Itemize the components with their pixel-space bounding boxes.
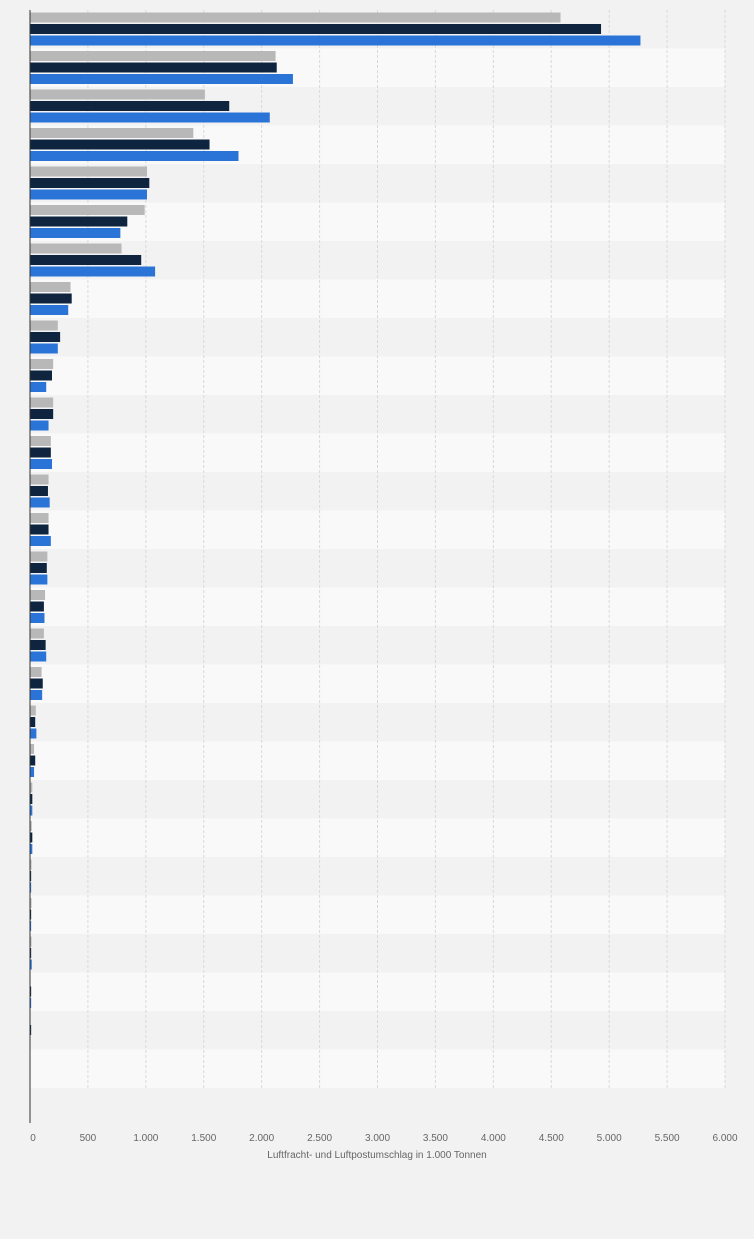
bar-series-3-row-6 xyxy=(30,228,121,238)
bar-series-1-row-25 xyxy=(30,936,32,947)
bar-series-1-row-12 xyxy=(30,436,51,446)
bar-series-1-row-19 xyxy=(30,705,36,716)
bar-series-1-row-5 xyxy=(30,166,147,177)
bar-series-2-row-23 xyxy=(30,871,32,881)
bar-series-1-row-16 xyxy=(30,590,46,600)
x-tick-label: 1.000 xyxy=(133,1133,158,1144)
x-tick-label: 2.000 xyxy=(249,1133,274,1144)
bar-series-2-row-27 xyxy=(30,1025,32,1035)
bar-series-3-row-3 xyxy=(30,112,270,123)
bar-series-3-row-26 xyxy=(30,998,32,1008)
bar-series-2-row-25 xyxy=(30,948,32,958)
bar-series-3-row-8 xyxy=(30,305,69,315)
x-tick-label: 4.500 xyxy=(539,1133,564,1144)
bar-series-3-row-21 xyxy=(30,805,33,816)
bar-series-3-row-11 xyxy=(30,420,49,431)
bar-series-1-row-18 xyxy=(30,667,42,677)
bar-series-3-row-12 xyxy=(30,459,53,469)
x-tick-label: 3.500 xyxy=(423,1133,448,1144)
bar-series-2-row-2 xyxy=(30,62,277,73)
bar-series-2-row-16 xyxy=(30,601,44,612)
bar-series-2-row-12 xyxy=(30,447,51,458)
bar-series-2-row-9 xyxy=(30,332,61,342)
bar-series-2-row-21 xyxy=(30,794,33,804)
bar-series-2-row-10 xyxy=(30,370,53,381)
bar-series-1-row-11 xyxy=(30,397,54,408)
bar-series-3-row-13 xyxy=(30,497,50,508)
bar-series-2-row-11 xyxy=(30,409,54,419)
bar-series-3-row-5 xyxy=(30,189,147,200)
bar-series-2-row-3 xyxy=(30,101,230,111)
bar-series-1-row-2 xyxy=(30,51,276,61)
bar-series-3-row-2 xyxy=(30,74,293,84)
bar-series-1-row-14 xyxy=(30,513,49,523)
x-tick-label: 5.000 xyxy=(597,1133,622,1144)
bar-series-2-row-24 xyxy=(30,909,32,920)
bar-series-2-row-18 xyxy=(30,678,43,689)
bar-series-1-row-13 xyxy=(30,474,49,485)
x-tick-label: 0 xyxy=(30,1133,36,1144)
bar-series-3-row-10 xyxy=(30,382,47,392)
bar-series-1-row-7 xyxy=(30,243,122,254)
x-tick-label: 5.500 xyxy=(655,1133,680,1144)
x-axis-title: Luftfracht- und Luftpostumschlag in 1.00… xyxy=(267,1150,486,1161)
bar-series-2-row-7 xyxy=(30,255,142,265)
bar-series-3-row-16 xyxy=(30,613,45,623)
bar-series-1-row-3 xyxy=(30,89,205,100)
bars xyxy=(30,12,641,1035)
x-tick-label: 500 xyxy=(80,1133,97,1144)
bar-series-3-row-24 xyxy=(30,921,32,931)
bar-series-2-row-14 xyxy=(30,524,49,535)
x-tick-label: 6.000 xyxy=(712,1133,737,1144)
bar-series-3-row-9 xyxy=(30,343,58,354)
x-tick-label: 4.000 xyxy=(481,1133,506,1144)
bar-series-3-row-19 xyxy=(30,728,37,739)
bar-series-3-row-7 xyxy=(30,266,156,277)
bar-series-1-row-4 xyxy=(30,128,194,138)
bar-series-3-row-15 xyxy=(30,574,48,585)
bar-series-1-row-10 xyxy=(30,359,54,369)
bar-series-2-row-5 xyxy=(30,178,150,188)
bar-series-2-row-13 xyxy=(30,486,48,496)
bar-series-3-row-18 xyxy=(30,690,43,700)
bar-series-3-row-20 xyxy=(30,767,35,777)
bar-series-3-row-17 xyxy=(30,651,47,662)
bar-series-1-row-22 xyxy=(30,821,32,831)
bar-series-1-row-20 xyxy=(30,744,35,754)
x-tick-label: 2.500 xyxy=(307,1133,332,1144)
bar-series-2-row-17 xyxy=(30,640,46,650)
bar-series-2-row-19 xyxy=(30,717,36,727)
bar-series-3-row-25 xyxy=(30,959,32,970)
bar-series-2-row-20 xyxy=(30,755,36,766)
bar-series-3-row-22 xyxy=(30,844,33,854)
bar-series-2-row-15 xyxy=(30,563,47,573)
bar-series-1-row-1 xyxy=(30,12,561,23)
bar-series-1-row-9 xyxy=(30,320,58,331)
bar-series-3-row-23 xyxy=(30,882,32,893)
bar-series-1-row-17 xyxy=(30,628,44,639)
bar-series-3-row-1 xyxy=(30,35,641,46)
bar-series-2-row-1 xyxy=(30,24,602,34)
bar-series-1-row-6 xyxy=(30,205,145,215)
x-tick-label: 3.000 xyxy=(365,1133,390,1144)
bar-series-1-row-21 xyxy=(30,782,33,793)
bar-series-2-row-4 xyxy=(30,139,210,150)
bar-series-1-row-23 xyxy=(30,859,32,870)
bar-series-2-row-6 xyxy=(30,216,128,227)
bar-series-1-row-24 xyxy=(30,898,32,908)
bar-series-1-row-8 xyxy=(30,282,71,292)
x-axis-tick-labels: 0 500 1.000 1.500 2.000 2.500 3.000 3.500 4.000 4… xyxy=(30,1133,738,1144)
bar-series-2-row-22 xyxy=(30,832,33,843)
bar-series-3-row-14 xyxy=(30,536,51,546)
x-tick-label: 1.500 xyxy=(191,1133,216,1144)
bar-series-2-row-26 xyxy=(30,986,32,997)
bar-series-1-row-15 xyxy=(30,551,48,562)
bar-series-2-row-8 xyxy=(30,293,72,304)
bar-series-3-row-4 xyxy=(30,151,239,161)
